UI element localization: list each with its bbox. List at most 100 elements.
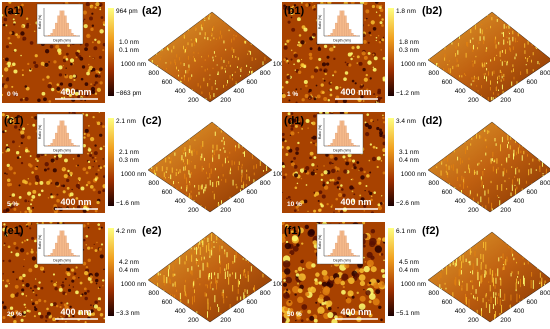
grain: [52, 302, 57, 307]
grain: [25, 86, 30, 91]
grain: [92, 188, 96, 192]
grain: [98, 112, 100, 113]
grain: [20, 141, 23, 145]
grain: [323, 69, 326, 72]
colorbar-max: 4.2 nm: [116, 228, 136, 235]
inset-ylabel: Ratio (%): [38, 235, 42, 250]
grain: [289, 308, 294, 313]
grain: [300, 40, 305, 45]
grain: [2, 152, 4, 154]
grain: [376, 241, 381, 245]
colorbar-min: −863 pm: [116, 90, 141, 97]
grain: [95, 278, 99, 283]
grain: [93, 243, 95, 246]
inset-bar: [351, 253, 354, 257]
grain: [44, 162, 49, 167]
grain: [32, 291, 35, 294]
grain: [328, 161, 332, 165]
grain: [102, 49, 105, 52]
panel-label: (c2): [142, 115, 162, 127]
grain: [102, 285, 104, 287]
grain: [11, 121, 16, 125]
grain: [346, 314, 349, 318]
grain: [28, 182, 32, 186]
grain: [15, 202, 19, 206]
grain: [93, 304, 99, 309]
panel-label: (a1): [4, 5, 24, 17]
grain: [6, 173, 8, 175]
grain: [378, 253, 382, 256]
grain: [308, 88, 312, 92]
grain: [371, 4, 376, 9]
grain: [33, 306, 36, 309]
grain: [99, 312, 104, 317]
grain: [363, 55, 368, 60]
inset-bar: [61, 230, 65, 257]
grain: [64, 158, 68, 163]
grain: [92, 166, 94, 168]
grain: [313, 68, 319, 73]
grain: [364, 19, 366, 21]
grain: [95, 172, 98, 176]
grain: [367, 51, 371, 55]
inset-bar: [73, 34, 76, 37]
grain: [71, 88, 74, 91]
grain: [315, 272, 320, 277]
grain: [363, 256, 365, 259]
grain: [329, 47, 334, 52]
grain: [19, 126, 22, 129]
grain: [29, 41, 34, 45]
grain: [41, 222, 44, 225]
grain: [290, 127, 294, 131]
grain: [326, 202, 329, 206]
grain: [282, 138, 285, 142]
grain: [34, 307, 38, 311]
grain: [368, 281, 372, 285]
grain: [295, 319, 297, 322]
grain: [93, 83, 96, 87]
grain: [4, 67, 9, 72]
grain: [362, 204, 367, 208]
inset-bar: [64, 235, 67, 257]
axis-tick-label: 200: [220, 97, 231, 104]
grain: [23, 239, 27, 242]
grain: [91, 12, 94, 15]
grain: [99, 81, 103, 85]
grain: [37, 312, 42, 316]
grain: [11, 204, 15, 208]
grain: [301, 98, 305, 102]
grain: [289, 39, 291, 41]
grain: [67, 314, 71, 318]
grain: [56, 86, 61, 91]
axis-tick-label: 800: [428, 180, 439, 187]
grain: [321, 281, 327, 287]
grain: [39, 314, 44, 319]
grain: [320, 173, 324, 177]
grain: [352, 163, 356, 167]
surface-3d: [427, 11, 550, 103]
grain: [71, 188, 73, 191]
grain: [58, 73, 63, 77]
grain: [309, 97, 311, 100]
grain: [76, 205, 81, 209]
grain: [294, 186, 298, 190]
grain: [4, 233, 8, 237]
grain: [31, 256, 37, 261]
grain: [49, 222, 53, 224]
grain: [84, 99, 87, 102]
grain: [285, 224, 289, 228]
grain: [329, 178, 332, 182]
grain: [13, 207, 17, 211]
inset-xlabel: Depth (nm): [333, 259, 351, 263]
grain: [70, 200, 73, 203]
grain: [74, 91, 79, 96]
grain: [21, 280, 25, 283]
grain: [14, 12, 18, 16]
grain: [310, 171, 315, 176]
grain: [34, 300, 39, 305]
grain: [10, 64, 13, 68]
grain: [9, 10, 12, 14]
grain: [90, 83, 93, 86]
grain: [293, 156, 297, 160]
